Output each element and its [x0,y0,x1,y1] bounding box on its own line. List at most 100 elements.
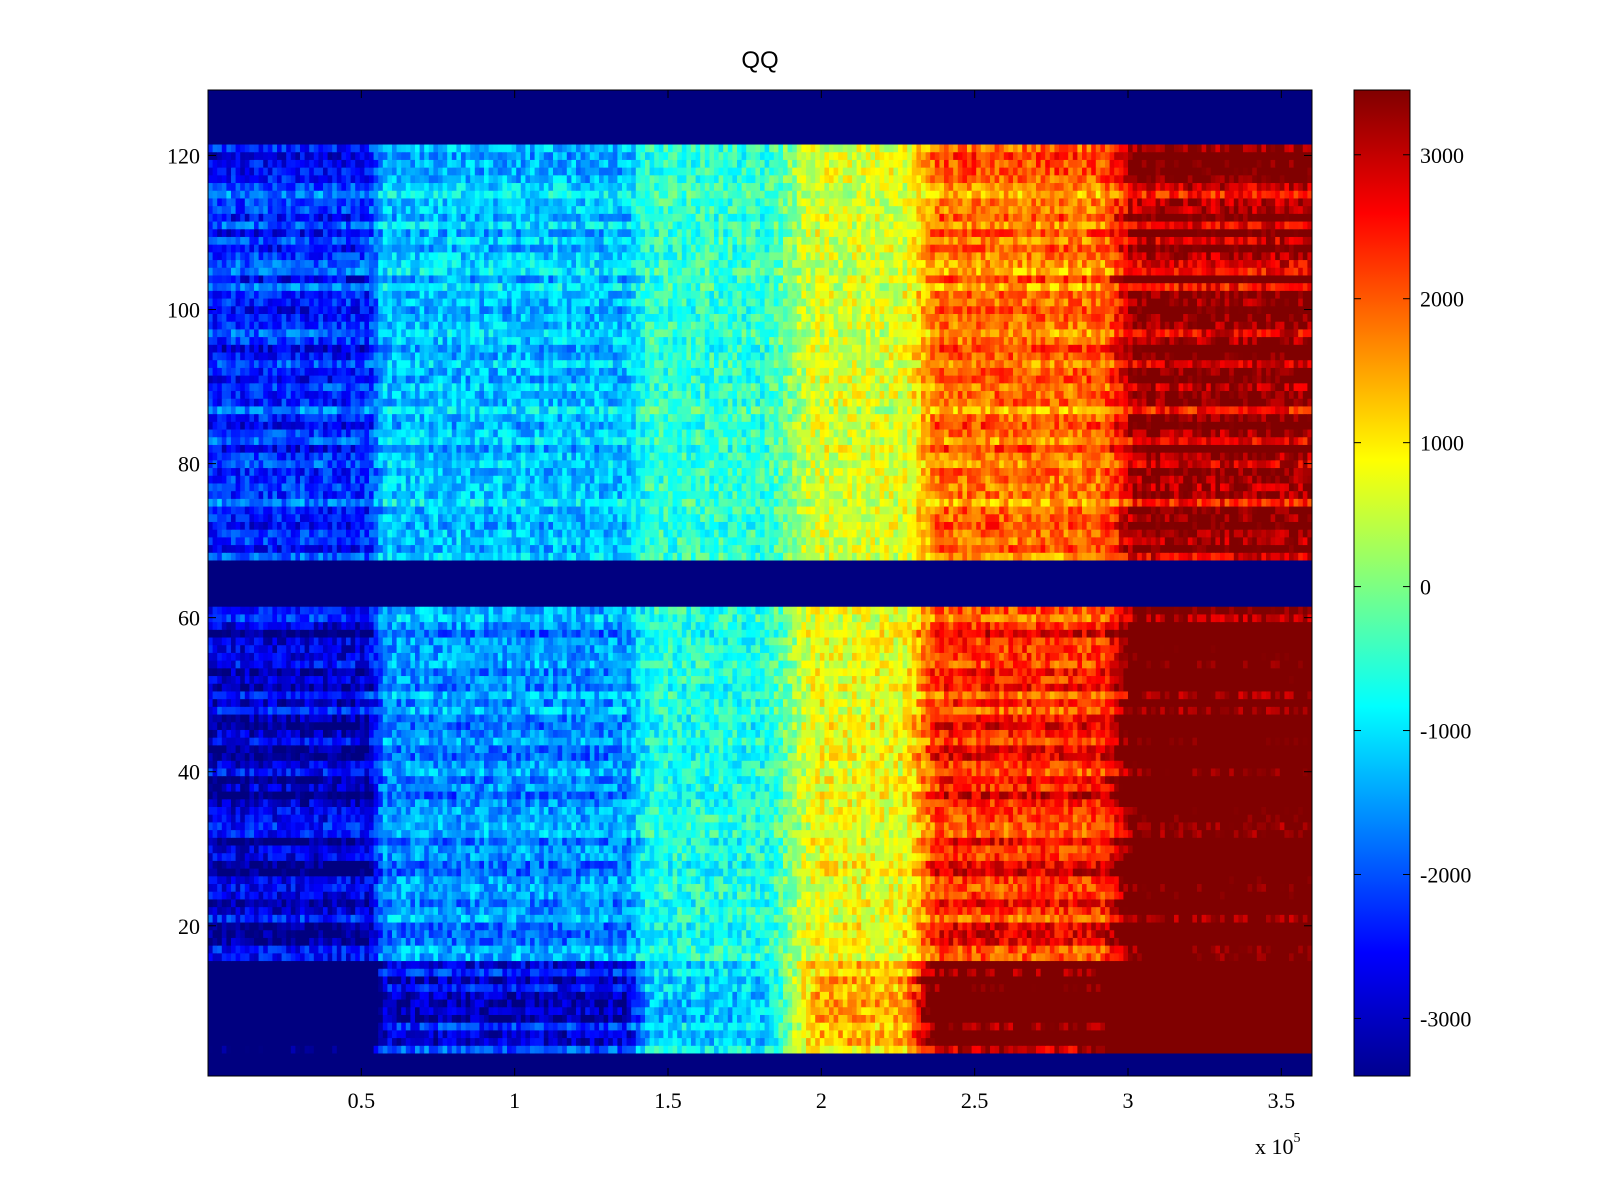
heatmap-cell [451,1045,457,1054]
heatmap-cell [939,991,945,1000]
heatmap-cell [1238,998,1244,1008]
heatmap-cell [226,929,232,938]
heatmap-cell [281,1014,287,1023]
heatmap-cell [654,960,660,969]
heatmap-cell [1298,952,1304,962]
heatmap-cell [617,998,623,1008]
heatmap-cell [714,929,720,938]
heatmap-cell [635,960,641,969]
heatmap-cell [1151,914,1157,923]
heatmap-cell [704,937,710,946]
heatmap-cell [668,1006,674,1015]
heatmap-cell [1178,1029,1184,1039]
heatmap-cell [392,1014,398,1023]
heatmap-cell [1026,914,1032,923]
heatmap-cell [971,945,977,954]
heatmap-cell [1164,1022,1170,1031]
heatmap-cell [769,929,775,938]
heatmap-cell [783,1037,789,1046]
heatmap-cell [1114,983,1120,992]
heatmap-cell [778,945,784,954]
heatmap-cell [1086,975,1092,985]
heatmap-cell [254,983,260,992]
heatmap-cell [957,937,963,946]
heatmap-cell [235,975,241,985]
heatmap-cell [852,1037,858,1046]
heatmap-cell [244,1045,250,1054]
heatmap-cell [511,1022,517,1031]
heatmap-cell [313,1006,319,1015]
heatmap-cell [313,960,319,969]
heatmap-cell [691,960,697,969]
heatmap-cell [502,921,508,931]
heatmap-cell [1233,937,1239,946]
heatmap-cell [884,891,890,900]
heatmap-cell [1059,975,1065,985]
heatmap-cell [1114,960,1120,969]
heatmap-cell [1178,1022,1184,1031]
heatmap-cell [930,952,936,962]
heatmap-cell [539,1045,545,1054]
heatmap-cell [327,914,333,923]
heatmap-cell [870,1014,876,1023]
heatmap-cell [1224,921,1230,931]
heatmap-cell [1077,1029,1083,1039]
heatmap-cell [530,1006,536,1015]
heatmap-cell [990,968,996,977]
heatmap-cell [824,975,830,985]
heatmap-cell [290,891,296,900]
heatmap-cell [1068,921,1074,931]
heatmap-cell [714,945,720,954]
heatmap-cell [534,998,540,1008]
heatmap-cell [543,952,549,962]
heatmap-cell [1082,968,1088,977]
heatmap-cell [658,968,664,977]
heatmap-cell [1174,975,1180,985]
heatmap-cell [405,991,411,1000]
heatmap-cell [686,1014,692,1023]
heatmap-cell [1072,1022,1078,1031]
heatmap-cell [1086,1037,1092,1046]
heatmap-cell [1298,991,1304,1000]
heatmap-cell [520,1029,526,1039]
heatmap-cell [304,891,310,900]
heatmap-cell [1160,983,1166,992]
heatmap-cell [1054,983,1060,992]
heatmap-cell [456,937,462,946]
heatmap-cell [681,891,687,900]
heatmap-cell [309,891,315,900]
heatmap-cell [852,975,858,985]
heatmap-cell [865,921,871,931]
heatmap-cell [649,991,655,1000]
heatmap-cell [980,929,986,938]
heatmap-cell [888,945,894,954]
heatmap-cell [746,968,752,977]
heatmap-cell [645,998,651,1008]
heatmap-cell [1026,968,1032,977]
heatmap-cell [732,1014,738,1023]
heatmap-cell [723,960,729,969]
heatmap-cell [442,937,448,946]
heatmap-cell [1003,1014,1009,1023]
heatmap-cell [244,991,250,1000]
heatmap-cell [599,1045,605,1054]
heatmap-cell [884,937,890,946]
heatmap-cell [447,975,453,985]
heatmap-cell [640,1045,646,1054]
heatmap-cell [875,914,881,923]
heatmap-cell [1105,1037,1111,1046]
heatmap-cell [1082,1037,1088,1046]
heatmap-cell [226,906,232,915]
heatmap-cell [865,991,871,1000]
heatmap-cell [516,1037,522,1046]
heatmap-cell [401,906,407,915]
heatmap-cell [819,952,825,962]
heatmap-cell [1252,898,1258,908]
heatmap-cell [976,1006,982,1015]
heatmap-cell [267,960,273,969]
heatmap-cell [272,1045,278,1054]
heatmap-cell [1017,1014,1023,1023]
heatmap-cell [737,952,743,962]
heatmap-cell [272,991,278,1000]
heatmap-cell [396,906,402,915]
